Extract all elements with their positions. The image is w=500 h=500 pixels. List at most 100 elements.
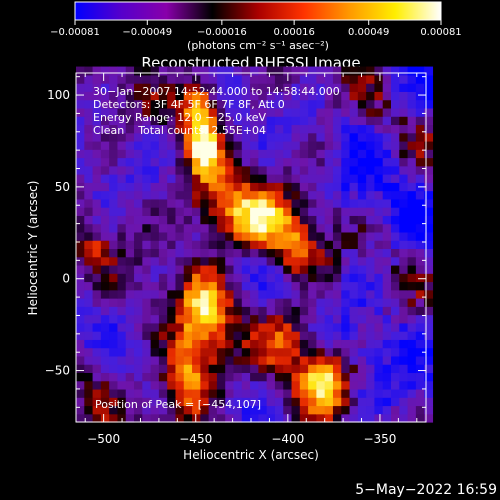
heatmap-cell	[175, 140, 185, 150]
heatmap-cell	[291, 314, 301, 324]
heatmap-cell	[415, 215, 425, 225]
heatmap-cell	[349, 248, 359, 258]
heatmap-cell	[424, 331, 434, 340]
heatmap-cell	[349, 405, 359, 415]
heatmap-cell	[366, 215, 376, 225]
heatmap-cell	[324, 124, 334, 134]
heatmap-cell	[291, 355, 301, 365]
heatmap-cell	[391, 83, 400, 92]
heatmap-cell	[158, 190, 168, 200]
heatmap-cell	[382, 132, 392, 142]
heatmap-cell	[125, 314, 135, 324]
heatmap-cell	[175, 314, 185, 324]
heatmap-cell	[274, 355, 284, 365]
heatmap-cell	[200, 405, 210, 415]
heatmap-cell	[374, 207, 384, 216]
heatmap-cell	[399, 339, 409, 349]
colorbar-tick-label: −0.00081	[50, 27, 100, 38]
heatmap-cell	[291, 380, 301, 390]
heatmap-cell	[349, 124, 359, 134]
heatmap-cell	[216, 248, 226, 258]
heatmap-cell	[150, 124, 160, 134]
heatmap-cell	[100, 99, 110, 109]
heatmap-cell	[125, 380, 135, 390]
heatmap-cell	[200, 281, 210, 291]
heatmap-cell	[134, 364, 143, 374]
heatmap-cell	[283, 140, 293, 150]
x-tick-label: −400	[271, 432, 304, 446]
heatmap-cell	[382, 116, 392, 126]
heatmap-cell	[150, 91, 160, 101]
heatmap-cell	[316, 347, 326, 357]
heatmap-cell	[308, 388, 317, 398]
heatmap-cell	[100, 256, 110, 266]
heatmap-cell	[84, 124, 94, 134]
heatmap-cell	[241, 314, 251, 324]
heatmap-cell	[357, 66, 367, 76]
heatmap-cell	[142, 298, 152, 307]
heatmap-cell	[299, 149, 309, 159]
heatmap-cell	[266, 91, 276, 101]
heatmap-cell	[316, 223, 326, 233]
heatmap-cell	[92, 140, 102, 150]
heatmap-cell	[208, 223, 218, 233]
heatmap-cell	[241, 273, 251, 283]
heatmap-cell	[208, 66, 218, 76]
heatmap-cell	[357, 182, 367, 192]
heatmap-cell	[324, 99, 334, 109]
heatmap-cell	[357, 364, 367, 374]
heatmap-cell	[399, 91, 409, 101]
heatmap-cell	[274, 174, 284, 183]
heatmap-cell	[192, 388, 201, 398]
heatmap-cell	[316, 66, 326, 76]
heatmap-cell	[216, 372, 226, 382]
heatmap-cell	[399, 174, 409, 183]
heatmap-cell	[167, 107, 177, 117]
heatmap-cell	[291, 231, 301, 241]
heatmap-cell	[316, 306, 326, 316]
heatmap-cell	[366, 124, 376, 134]
heatmap-cell	[391, 107, 400, 117]
heatmap-cell	[76, 372, 85, 382]
heatmap-cell	[158, 413, 168, 423]
heatmap-cell	[208, 174, 218, 183]
heatmap-cell	[283, 289, 293, 299]
heatmap-cell	[415, 124, 425, 134]
heatmap-cell	[200, 190, 210, 200]
heatmap-cell	[225, 124, 235, 134]
heatmap-cell	[225, 322, 235, 332]
heatmap-cell	[258, 372, 268, 382]
heatmap-cell	[125, 405, 135, 415]
heatmap-cell	[192, 281, 201, 291]
heatmap-cell	[332, 157, 342, 167]
heatmap-cell	[216, 91, 226, 101]
heatmap-cell	[109, 306, 119, 316]
heatmap-cell	[357, 372, 367, 382]
heatmap-cell	[250, 124, 259, 134]
heatmap-cell	[250, 174, 259, 183]
heatmap-cell	[76, 174, 85, 183]
heatmap-cell	[134, 66, 143, 76]
heatmap-cell	[109, 215, 119, 225]
heatmap-cell	[391, 140, 400, 150]
heatmap-cell	[324, 165, 334, 175]
heatmap-cell	[357, 174, 367, 183]
heatmap-cell	[258, 99, 268, 109]
heatmap-cell	[382, 380, 392, 390]
heatmap-cell	[216, 116, 226, 126]
heatmap-cell	[225, 132, 235, 142]
heatmap-cell	[167, 339, 177, 349]
heatmap-cell	[117, 124, 127, 134]
heatmap-cell	[109, 240, 119, 250]
heatmap-cell	[324, 223, 334, 233]
heatmap-cell	[84, 289, 94, 299]
heatmap-cell	[109, 149, 119, 159]
heatmap-cell	[382, 240, 392, 250]
heatmap-cell	[233, 190, 243, 200]
heatmap-cell	[407, 306, 417, 316]
heatmap-cell	[142, 289, 152, 299]
heatmap-cell	[274, 380, 284, 390]
heatmap-cell	[76, 355, 85, 365]
heatmap-cell	[283, 306, 293, 316]
heatmap-cell	[349, 74, 359, 84]
